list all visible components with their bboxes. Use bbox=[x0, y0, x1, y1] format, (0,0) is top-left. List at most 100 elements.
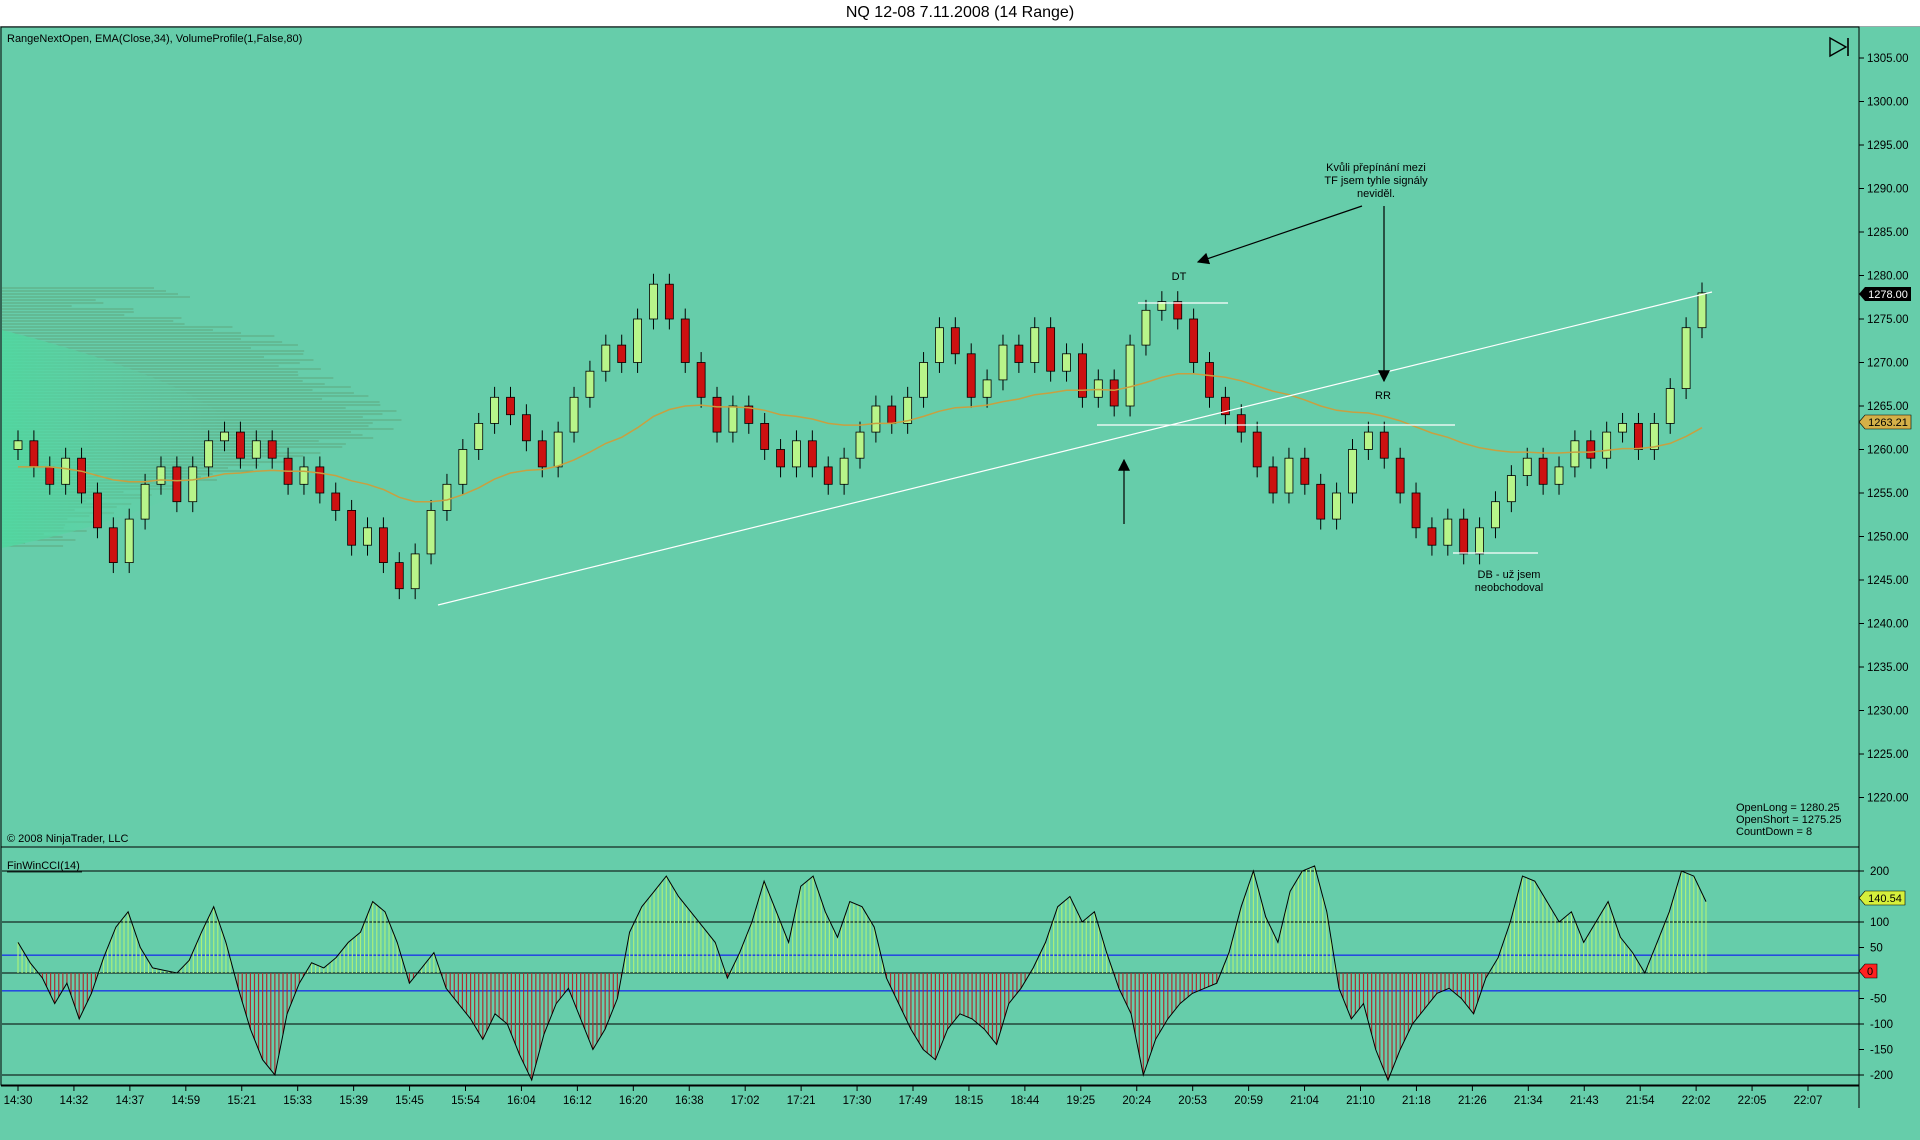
candle-body bbox=[712, 396, 722, 433]
candle-body bbox=[1189, 318, 1199, 363]
cci-label: FinWinCCI(14) bbox=[7, 860, 80, 872]
candle-body bbox=[1395, 457, 1405, 494]
candle-body bbox=[919, 362, 928, 398]
time-tick-label: 15:21 bbox=[227, 1095, 256, 1107]
candle-body bbox=[474, 422, 484, 450]
candle-body bbox=[61, 457, 71, 485]
price-tick-label: 1265.00 bbox=[1867, 401, 1909, 413]
candle-body bbox=[299, 466, 309, 485]
time-tick-label: 16:12 bbox=[563, 1095, 592, 1107]
candle-body bbox=[601, 344, 611, 372]
candle-body bbox=[188, 466, 198, 503]
candle-body bbox=[267, 440, 277, 459]
candle-body bbox=[887, 405, 897, 424]
time-tick-label: 16:20 bbox=[619, 1095, 648, 1107]
candle-body bbox=[506, 396, 515, 416]
candle-body bbox=[410, 553, 420, 590]
candle-body bbox=[728, 405, 738, 433]
candle-body bbox=[1379, 431, 1389, 459]
svg-text:1278.00: 1278.00 bbox=[1868, 289, 1908, 301]
candle-body bbox=[1284, 457, 1294, 494]
candle-body bbox=[1363, 431, 1373, 450]
candle-body bbox=[363, 527, 372, 546]
candle-body bbox=[442, 483, 452, 511]
candle-body bbox=[1220, 396, 1230, 416]
candle-body bbox=[1205, 362, 1214, 398]
candle-body bbox=[950, 327, 960, 355]
candle-body bbox=[140, 483, 150, 520]
candle-body bbox=[776, 449, 785, 468]
indicator-label: RangeNextOpen, EMA(Close,34), VolumeProf… bbox=[7, 33, 302, 45]
candle-body bbox=[204, 440, 214, 468]
candle-body bbox=[1252, 431, 1262, 468]
time-tick-label: 14:32 bbox=[60, 1095, 89, 1107]
candle-body bbox=[1586, 440, 1596, 459]
candle-body bbox=[394, 562, 404, 590]
candle-body bbox=[426, 509, 436, 555]
note-bottom-line-1: DB - už jsem bbox=[1478, 569, 1541, 581]
candle-body bbox=[1093, 379, 1103, 398]
time-tick-label: 20:24 bbox=[1122, 1095, 1151, 1107]
note-bottom-line-2: neobchodoval bbox=[1475, 582, 1544, 594]
time-tick-label: 21:26 bbox=[1458, 1095, 1487, 1107]
candle-body bbox=[1538, 457, 1548, 485]
candle-body bbox=[1268, 466, 1278, 494]
price-tick-label: 1270.00 bbox=[1867, 358, 1909, 370]
time-tick-label: 17:49 bbox=[899, 1095, 928, 1107]
time-tick-label: 18:15 bbox=[955, 1095, 984, 1107]
time-tick-label: 21:54 bbox=[1626, 1095, 1655, 1107]
candles bbox=[13, 273, 1707, 600]
last-price-tag: 1278.00 bbox=[1859, 287, 1911, 301]
candle-body bbox=[760, 422, 770, 450]
price-tick-label: 1290.00 bbox=[1867, 184, 1909, 196]
candle-body bbox=[45, 466, 55, 485]
candle-body bbox=[569, 396, 579, 433]
stat-open-short: OpenShort = 1275.25 bbox=[1736, 814, 1842, 826]
candle-body bbox=[1443, 518, 1453, 546]
time-axis: 14:30 14:32 14:37 14:59 15:21 15:33 15:39 15:45… bbox=[4, 1086, 1822, 1107]
time-tick-label: 15:33 bbox=[283, 1095, 312, 1107]
candle-body bbox=[633, 318, 642, 363]
time-tick-label: 21:43 bbox=[1570, 1095, 1599, 1107]
ema-price-tag: 1263.21 bbox=[1858, 414, 1912, 430]
cci-tick-label: 200 bbox=[1870, 866, 1889, 878]
cci-tick-label: -100 bbox=[1870, 1019, 1893, 1031]
cci-tick-label: -150 bbox=[1870, 1045, 1893, 1057]
candle-body bbox=[1570, 440, 1580, 468]
candle-body bbox=[93, 492, 102, 529]
scroll-to-end-icon[interactable] bbox=[1826, 34, 1852, 60]
candle-body bbox=[347, 509, 357, 546]
candle-body bbox=[1109, 379, 1119, 407]
price-tick-label: 1250.00 bbox=[1867, 532, 1909, 544]
price-tick-label: 1280.00 bbox=[1867, 271, 1909, 283]
volume-profile bbox=[2, 287, 402, 548]
candle-body bbox=[1078, 353, 1087, 398]
trendline bbox=[437, 291, 1713, 606]
cci-zero-tag: 0 bbox=[1858, 963, 1878, 979]
svg-text:0: 0 bbox=[1867, 966, 1873, 978]
note-top-line-2: TF jsem tyhle signály bbox=[1324, 175, 1428, 187]
price-tick-label: 1235.00 bbox=[1867, 662, 1909, 674]
cci-levels: 200 100 50 -50 -100 -150 -200 bbox=[2, 866, 1893, 1082]
candle-body bbox=[1411, 492, 1421, 529]
candle-body bbox=[521, 414, 531, 442]
candle-body bbox=[1332, 492, 1342, 520]
note-top-line-3: neviděl. bbox=[1357, 188, 1395, 200]
price-tick-label: 1275.00 bbox=[1867, 314, 1909, 326]
candle-body bbox=[1506, 475, 1516, 503]
cci-value-tag: 140.54 bbox=[1858, 890, 1906, 906]
candle-body bbox=[1618, 422, 1627, 433]
price-tick-label: 1295.00 bbox=[1867, 140, 1909, 152]
time-tick-label: 21:04 bbox=[1290, 1095, 1319, 1107]
candle-body bbox=[251, 440, 261, 459]
candle-body bbox=[1697, 292, 1707, 329]
volume-profile-fill bbox=[2, 330, 240, 548]
cci-histogram bbox=[17, 865, 1707, 1082]
time-tick-label: 21:10 bbox=[1346, 1095, 1375, 1107]
price-tick-label: 1300.00 bbox=[1867, 97, 1909, 109]
cci-tick-label: 50 bbox=[1870, 943, 1883, 955]
candle-body bbox=[1236, 414, 1246, 433]
rr-label: RR bbox=[1375, 390, 1391, 402]
